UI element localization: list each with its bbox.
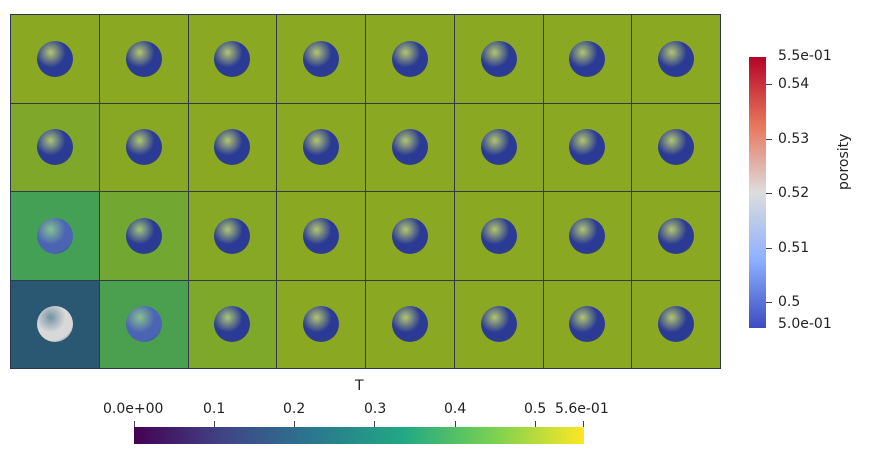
- porosity-tick-label: 0.53: [778, 131, 810, 147]
- grain-sphere: [480, 40, 517, 77]
- grain-cell: [632, 103, 720, 191]
- grain-sphere: [658, 217, 695, 254]
- grain-cell: [188, 15, 277, 103]
- grain-cell: [277, 280, 365, 368]
- grain-cell: [99, 280, 188, 368]
- grain-cell: [454, 280, 543, 368]
- grain-cell: [543, 280, 632, 368]
- grain-cell: [366, 103, 454, 191]
- grain-cell: [454, 15, 543, 103]
- t-min-label: 0.0e+00: [103, 401, 164, 417]
- grain-cell: [11, 15, 99, 103]
- grain-sphere: [303, 217, 340, 254]
- grain-sphere: [214, 40, 251, 77]
- grain-sphere: [391, 129, 428, 166]
- t-tick-label: 0.3: [364, 401, 387, 417]
- grain-cell: [188, 192, 277, 280]
- grain-cell: [11, 280, 99, 368]
- t-tick: [294, 421, 295, 427]
- grain-sphere: [125, 217, 162, 254]
- porosity-title: porosity: [836, 133, 852, 190]
- grain-cell: [632, 15, 720, 103]
- grain-sphere: [36, 306, 73, 343]
- t-tick: [214, 421, 215, 427]
- grain-cell: [632, 280, 720, 368]
- grain-cell: [99, 15, 188, 103]
- t-tick: [583, 421, 584, 427]
- grain-sphere: [658, 306, 695, 343]
- grain-sphere: [569, 217, 606, 254]
- grain-cell: [454, 103, 543, 191]
- porosity-tick: [766, 139, 772, 140]
- grain-sphere: [36, 40, 73, 77]
- porosity-tick: [766, 248, 772, 249]
- t-tick: [455, 421, 456, 427]
- porosity-tick: [766, 302, 772, 303]
- grain-cell: [277, 103, 365, 191]
- grain-sphere: [214, 217, 251, 254]
- grain-cell: [277, 15, 365, 103]
- porosity-tick-label: 0.5: [778, 294, 801, 310]
- grain-sphere: [569, 40, 606, 77]
- grain-cell: [543, 103, 632, 191]
- grain-sphere: [36, 217, 73, 254]
- porosity-tick-label: 0.51: [778, 240, 810, 256]
- t-tick-label: 0.1: [203, 401, 226, 417]
- t-title: T: [355, 378, 364, 394]
- porosity-max-label: 5.5e-01: [778, 48, 832, 64]
- grain-cell: [99, 192, 188, 280]
- grain-cell: [454, 192, 543, 280]
- grain-sphere: [125, 306, 162, 343]
- porosity-tick: [766, 193, 772, 194]
- grain-cell: [11, 192, 99, 280]
- porous-media-view[interactable]: [10, 14, 721, 369]
- grain-cell: [632, 192, 720, 280]
- grain-sphere: [658, 40, 695, 77]
- t-tick-label: 0.4: [444, 401, 467, 417]
- grain-sphere: [303, 129, 340, 166]
- grain-cell: [188, 280, 277, 368]
- grain-cell: [543, 192, 632, 280]
- grain-cell: [188, 103, 277, 191]
- t-tick-label: 0.2: [283, 401, 306, 417]
- grain-sphere: [658, 129, 695, 166]
- t-tick: [134, 421, 135, 427]
- t-tick-label: 0.5: [524, 401, 547, 417]
- grain-cell: [366, 192, 454, 280]
- grain-sphere: [36, 129, 73, 166]
- grain-sphere: [480, 129, 517, 166]
- porosity-tick-label: 0.54: [778, 76, 810, 92]
- grain-sphere: [391, 217, 428, 254]
- porosity-color-bar: [749, 57, 766, 328]
- grain-sphere: [391, 40, 428, 77]
- grain-sphere: [480, 217, 517, 254]
- t-tick: [535, 421, 536, 427]
- grain-sphere: [214, 306, 251, 343]
- grain-sphere: [214, 129, 251, 166]
- porosity-tick-label: 0.52: [778, 185, 810, 201]
- grain-cell: [11, 103, 99, 191]
- grain-sphere: [569, 306, 606, 343]
- grain-cell: [277, 192, 365, 280]
- grain-sphere: [391, 306, 428, 343]
- t-color-bar: [134, 427, 584, 444]
- grain-sphere: [569, 129, 606, 166]
- grain-sphere: [303, 306, 340, 343]
- grain-cell: [99, 103, 188, 191]
- grain-sphere: [125, 129, 162, 166]
- grain-sphere: [303, 40, 340, 77]
- grain-cell: [366, 15, 454, 103]
- porosity-min-label: 5.0e-01: [778, 316, 832, 332]
- porosity-tick: [766, 84, 772, 85]
- t-tick: [374, 421, 375, 427]
- grain-cell: [366, 280, 454, 368]
- grain-sphere: [125, 40, 162, 77]
- t-max-label: 5.6e-01: [555, 401, 609, 417]
- grain-sphere: [480, 306, 517, 343]
- grain-cell: [543, 15, 632, 103]
